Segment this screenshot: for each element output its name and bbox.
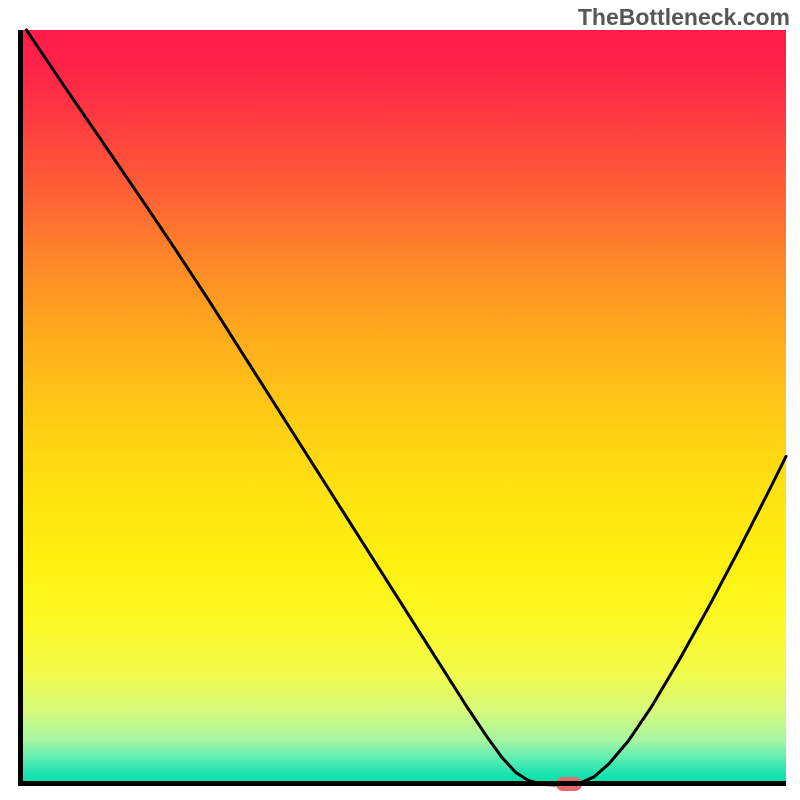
performance-curve bbox=[26, 30, 786, 785]
watermark-text: TheBottleneck.com bbox=[578, 4, 790, 31]
x-axis bbox=[18, 781, 786, 786]
performance-curve-layer bbox=[18, 30, 786, 786]
plot-area bbox=[18, 30, 786, 786]
bottleneck-chart: TheBottleneck.com bbox=[0, 0, 800, 800]
y-axis bbox=[18, 30, 23, 786]
